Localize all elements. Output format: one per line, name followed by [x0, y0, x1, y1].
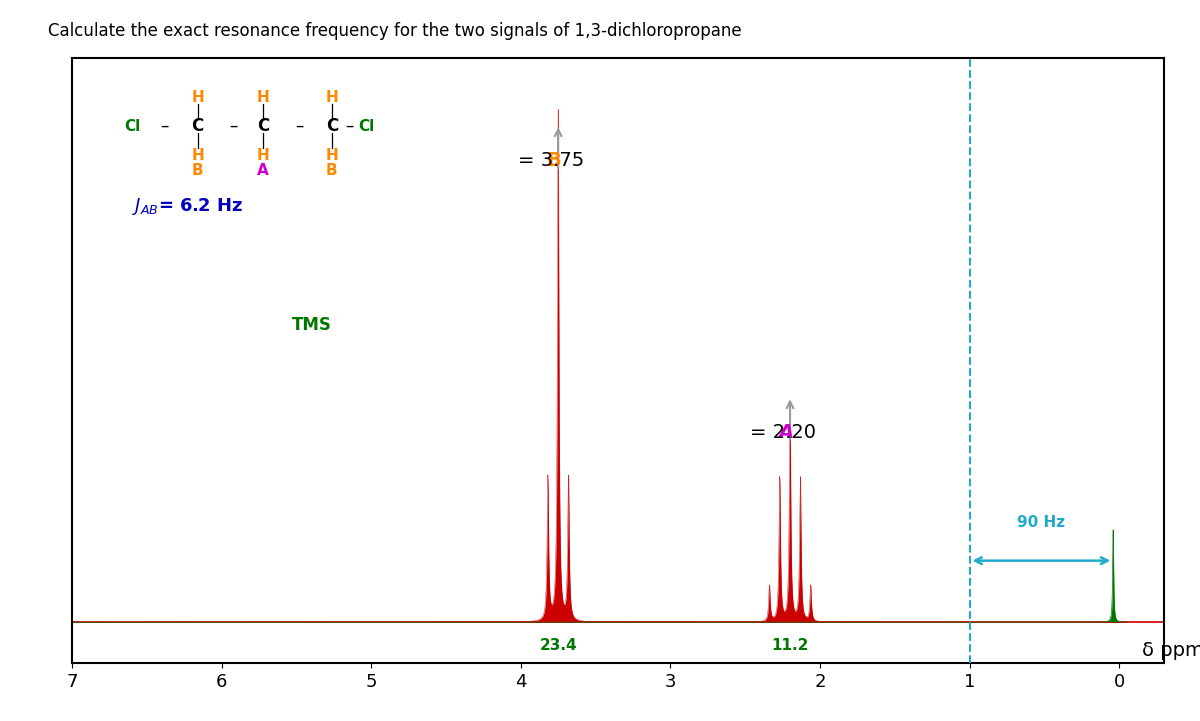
Text: 23.4: 23.4: [539, 639, 577, 653]
Text: Calculate the exact resonance frequency for the two signals of 1,3-dichloropropa: Calculate the exact resonance frequency …: [48, 22, 742, 40]
Text: –: –: [295, 117, 304, 135]
Text: |: |: [329, 105, 335, 120]
Text: C: C: [257, 117, 269, 135]
Text: $J_{AB}$= 6.2 Hz: $J_{AB}$= 6.2 Hz: [132, 195, 244, 216]
Text: C: C: [325, 117, 338, 135]
Text: |: |: [196, 105, 200, 120]
Text: H: H: [325, 149, 338, 163]
Text: B: B: [326, 164, 337, 178]
Text: 90 Hz: 90 Hz: [1018, 515, 1066, 530]
Text: H: H: [257, 149, 270, 163]
Text: H: H: [325, 89, 338, 105]
Text: |: |: [196, 133, 200, 149]
Text: |: |: [260, 105, 265, 120]
Text: TMS: TMS: [293, 317, 332, 335]
Text: –: –: [229, 117, 238, 135]
Text: A: A: [778, 423, 793, 442]
Text: |: |: [260, 133, 265, 149]
Text: –: –: [346, 117, 354, 135]
Text: H: H: [191, 89, 204, 105]
Text: Cl: Cl: [124, 119, 140, 133]
Text: B: B: [192, 164, 203, 178]
Text: H: H: [191, 149, 204, 163]
Text: C: C: [192, 117, 204, 135]
Text: 11.2: 11.2: [772, 639, 809, 653]
Text: = 3.75: = 3.75: [517, 151, 584, 170]
Text: H: H: [257, 89, 270, 105]
Text: A: A: [257, 164, 269, 178]
Text: Cl: Cl: [359, 119, 374, 133]
Text: –: –: [161, 117, 169, 135]
Text: |: |: [329, 133, 335, 149]
Text: δ ppm: δ ppm: [1141, 641, 1200, 660]
Text: B: B: [546, 151, 560, 170]
Text: = 2.20: = 2.20: [750, 423, 816, 442]
